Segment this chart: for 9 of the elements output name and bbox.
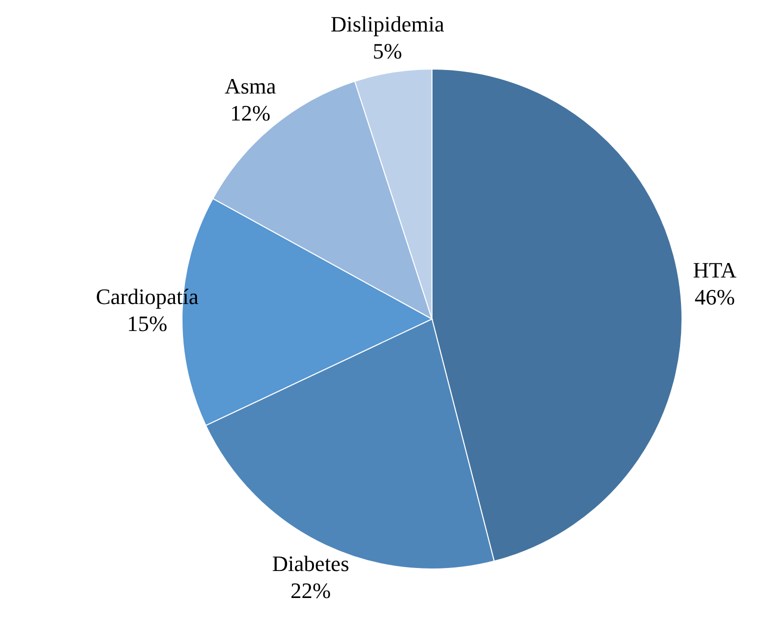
data-label: 5% <box>372 38 402 64</box>
slice-label: Dislipidemia <box>330 12 444 37</box>
data-label: 15% <box>126 311 168 336</box>
slice-label: Diabetes <box>272 550 350 576</box>
slice-label: HTA <box>693 257 737 282</box>
data-label: 12% <box>230 100 270 126</box>
data-label: 46% <box>694 284 735 310</box>
slice-label: Asma <box>224 73 276 98</box>
data-label: 22% <box>290 578 331 603</box>
